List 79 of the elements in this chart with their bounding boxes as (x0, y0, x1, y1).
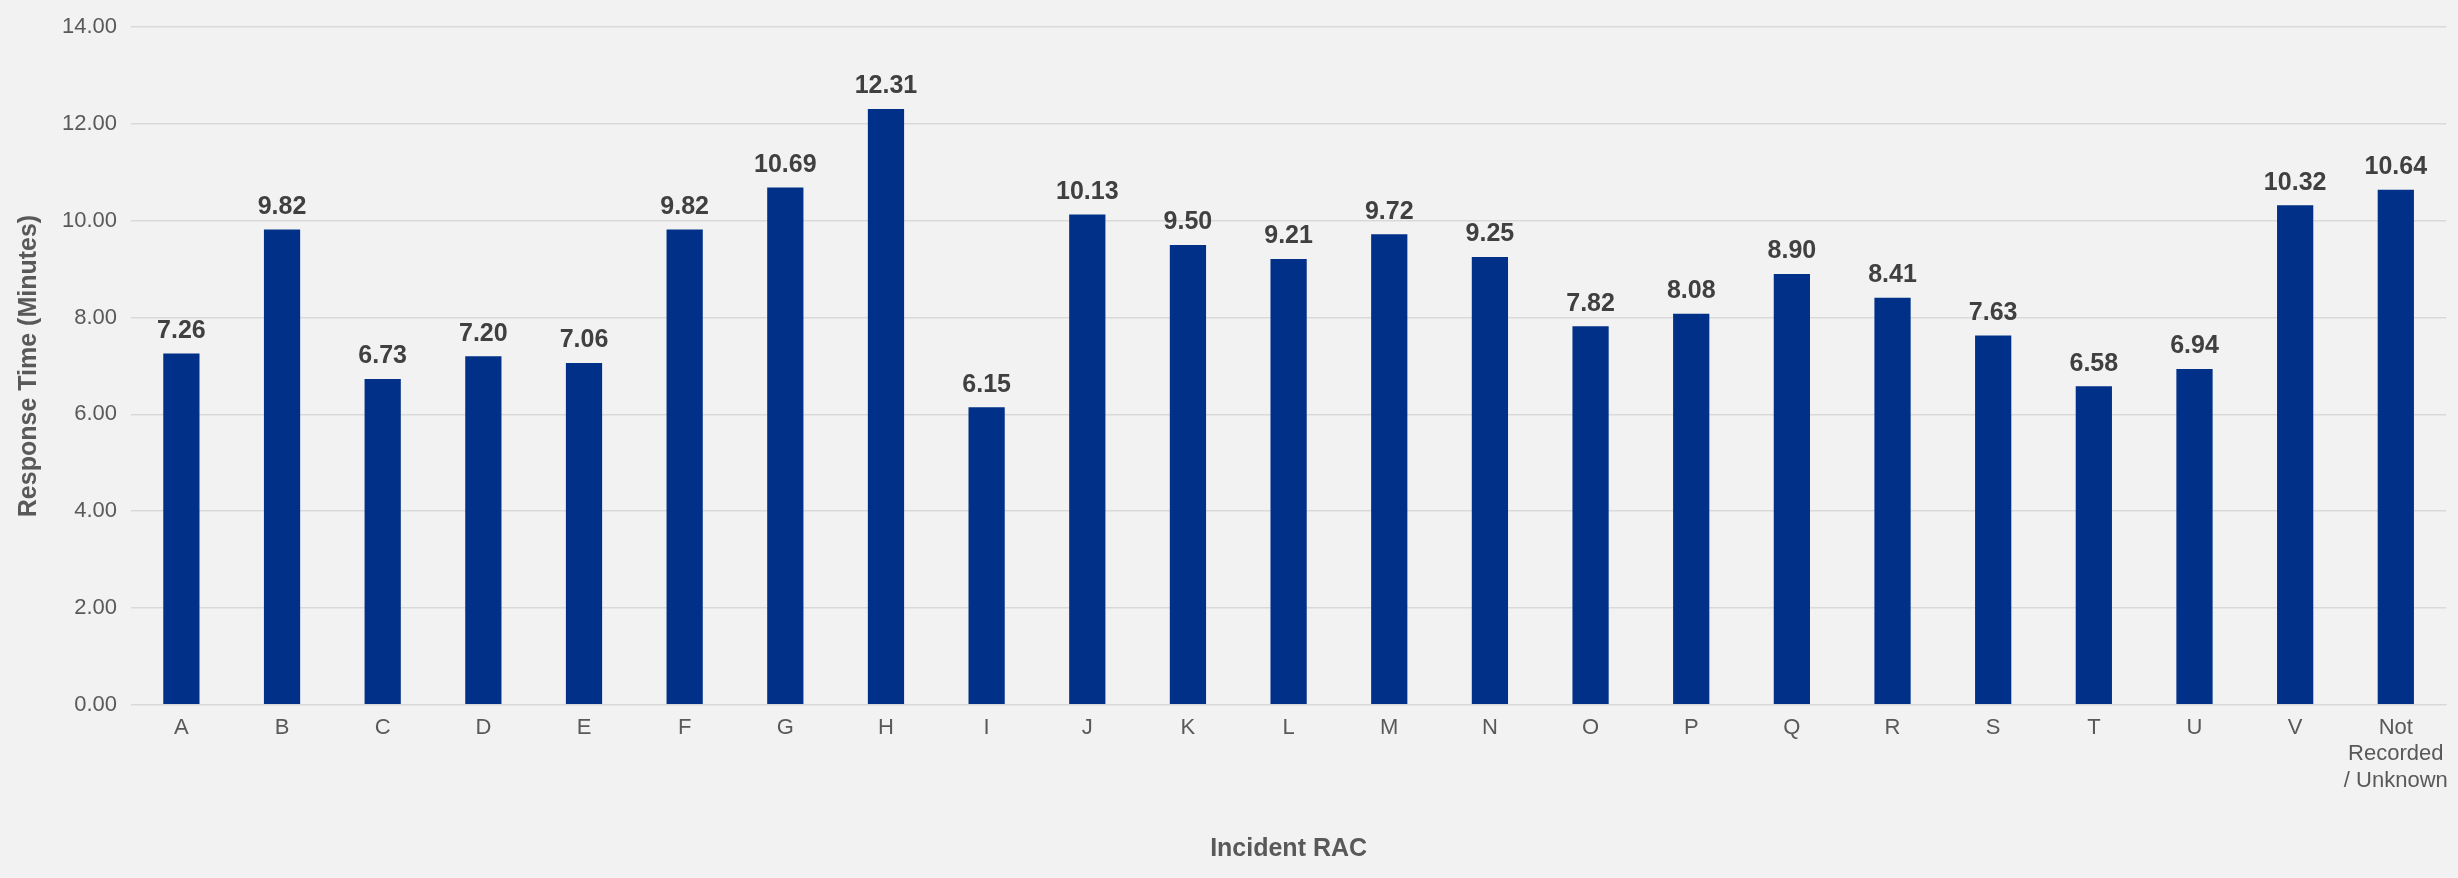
data-label: 7.06 (559, 324, 609, 353)
bar (968, 407, 1005, 705)
x-tick-label: R (1884, 714, 1901, 740)
x-axis-title: Incident RAC (1210, 832, 1368, 861)
data-label: 8.08 (1666, 275, 1716, 304)
bar (1270, 259, 1307, 705)
x-tick-label: M (1380, 714, 1399, 740)
bar (465, 356, 502, 705)
bar (666, 229, 703, 705)
bar (1471, 257, 1509, 705)
x-tick-label: V (2287, 714, 2303, 740)
bar (2176, 368, 2213, 705)
y-tick-label: 2.00 (74, 594, 118, 620)
data-label: 10.32 (2263, 166, 2327, 195)
x-tick-label: C (374, 714, 391, 740)
data-label: 9.25 (1465, 218, 1515, 247)
data-label: 10.13 (1056, 175, 1119, 204)
data-label: 8.41 (1868, 259, 1917, 288)
data-label: 6.58 (2069, 347, 2119, 376)
y-tick-label: 12.00 (61, 110, 118, 136)
data-label: 6.73 (358, 340, 408, 369)
x-tick-label: G (776, 714, 794, 740)
x-tick-label: T (2087, 714, 2101, 740)
data-label: 6.94 (2170, 330, 2219, 359)
bar (263, 229, 301, 705)
bar (867, 109, 905, 705)
data-label: 9.72 (1364, 195, 1414, 224)
data-label: 7.82 (1566, 287, 1615, 316)
x-tick-label: O (1582, 714, 1600, 740)
bar (1874, 297, 1911, 705)
bar (2075, 386, 2112, 705)
x-tick-label: D (475, 714, 492, 740)
y-tick-label: 14.00 (61, 13, 118, 39)
x-tick-label: B (274, 714, 290, 740)
data-label: 7.63 (1968, 296, 2018, 325)
data-label: 9.82 (257, 190, 307, 219)
data-label: 7.26 (157, 314, 206, 343)
bar (364, 379, 401, 705)
x-tick-label: Not Recorded / Unknown (2343, 714, 2448, 792)
bar (2377, 189, 2414, 705)
data-label: 9.50 (1163, 206, 1213, 235)
bar (565, 363, 603, 705)
y-tick-label: 0.00 (74, 690, 118, 716)
bar (1773, 274, 1810, 705)
y-tick-label: 4.00 (74, 497, 118, 523)
data-label: 10.64 (2364, 151, 2428, 180)
x-tick-label: K (1180, 714, 1196, 740)
y-axis-title: Response Time (Minutes) (12, 214, 41, 518)
data-label: 9.21 (1264, 220, 1314, 249)
x-tick-label: Q (1783, 714, 1801, 740)
bar (1572, 326, 1609, 705)
bar (1673, 313, 1710, 705)
y-tick-label: 6.00 (74, 400, 118, 426)
x-tick-label: N (1481, 714, 1498, 740)
y-tick-label: 8.00 (74, 303, 118, 329)
data-label: 7.20 (459, 317, 508, 346)
bar (163, 353, 200, 705)
data-label: 12.31 (854, 70, 918, 99)
x-tick-label: L (1282, 714, 1295, 740)
x-tick-label: E (576, 714, 592, 740)
bar (1069, 214, 1106, 705)
x-tick-label: H (878, 714, 894, 740)
bar (767, 187, 804, 705)
bar (1371, 234, 1408, 705)
x-tick-label: I (983, 714, 990, 740)
x-tick-label: U (2186, 714, 2203, 740)
bar (1169, 245, 1207, 705)
data-label: 9.82 (660, 190, 709, 219)
bar (2277, 205, 2314, 705)
data-label: 6.15 (962, 368, 1012, 397)
bar (1975, 335, 2012, 705)
data-label: 10.69 (754, 148, 817, 177)
data-label: 8.90 (1767, 235, 1817, 264)
y-tick-label: 10.00 (61, 206, 118, 232)
x-tick-label: J (1081, 714, 1093, 740)
x-tick-label: P (1683, 714, 1699, 740)
x-tick-label: S (1985, 714, 2001, 740)
x-tick-label: F (677, 714, 692, 740)
x-tick-label: A (174, 714, 190, 740)
